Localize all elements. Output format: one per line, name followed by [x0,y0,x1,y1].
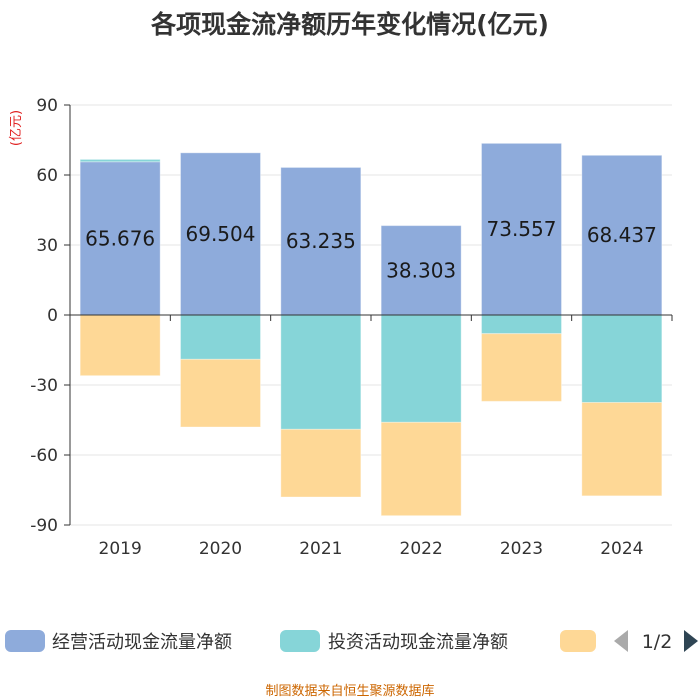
legend-prev-icon[interactable] [614,630,628,652]
data-label-2021: 63.235 [286,229,356,253]
y-tick-label: 60 [36,166,58,186]
bars [79,142,663,517]
legend-swatch-financing[interactable] [560,630,596,652]
x-tick-label: 2021 [299,539,342,559]
x-tick-label: 2020 [199,539,242,559]
bar-financing-2024[interactable] [581,402,663,497]
legend-label-operating[interactable]: 经营活动现金流量净额 [52,632,232,653]
data-label-2019: 65.676 [85,226,155,250]
y-tick-label: 30 [36,236,58,256]
y-tick-label: 90 [36,96,58,116]
bar-operating-2021[interactable] [280,166,362,316]
bar-financing-2021[interactable] [280,428,362,498]
legend-page-indicator: 1/2 [642,631,673,653]
bar-operating-2022[interactable] [380,225,462,316]
y-axis-unit: (亿元) [9,110,24,146]
bar-investing-2020[interactable] [180,314,261,360]
chart-title: 各项现金流净额历年变化情况(亿元) [150,10,549,39]
data-label-2022: 38.303 [386,258,456,282]
data-label-2024: 68.437 [587,223,657,247]
y-tick-label: 0 [47,306,58,326]
y-tick-label: -30 [30,376,58,396]
bar-operating-2024[interactable] [581,154,663,316]
bar-financing-2022[interactable] [380,421,462,517]
bar-financing-2023[interactable] [481,333,562,402]
bar-financing-2020[interactable] [180,358,261,428]
gridlines [70,104,672,526]
legend: 经营活动现金流量净额 投资活动现金流量净额 1/2 [5,630,698,653]
bar-financing-2019[interactable] [79,314,161,377]
y-tick-label: -60 [30,446,58,466]
axes: 90 60 30 0 -30 -60 -90 2019 2020 2021 2022 2023 2024 [30,96,673,559]
x-tick-label: 2023 [500,539,543,559]
legend-swatch-investing[interactable] [280,630,320,652]
bar-investing-2022[interactable] [380,314,462,423]
legend-next-icon[interactable] [684,630,698,652]
x-tick-label: 2024 [600,539,643,559]
y-tick-label: -90 [30,516,58,536]
bar-operating-2023[interactable] [481,142,562,316]
bar-investing-2023[interactable] [481,314,562,335]
bar-operating-2020[interactable] [180,152,261,316]
bar-investing-2024[interactable] [581,314,663,403]
legend-label-investing[interactable]: 投资活动现金流量净额 [328,632,508,653]
data-label-2020: 69.504 [186,222,256,246]
legend-swatch-operating[interactable] [5,630,45,652]
bar-investing-2019[interactable] [79,158,161,163]
x-tick-label: 2022 [400,539,443,559]
data-source-note: 制图数据来自恒生聚源数据库 [265,683,434,699]
bar-investing-2021[interactable] [280,314,362,430]
data-label-2023: 73.557 [487,217,557,241]
x-tick-label: 2019 [99,539,142,559]
data-labels: 65.676 69.504 63.235 38.303 73.557 68.437 [85,217,657,282]
